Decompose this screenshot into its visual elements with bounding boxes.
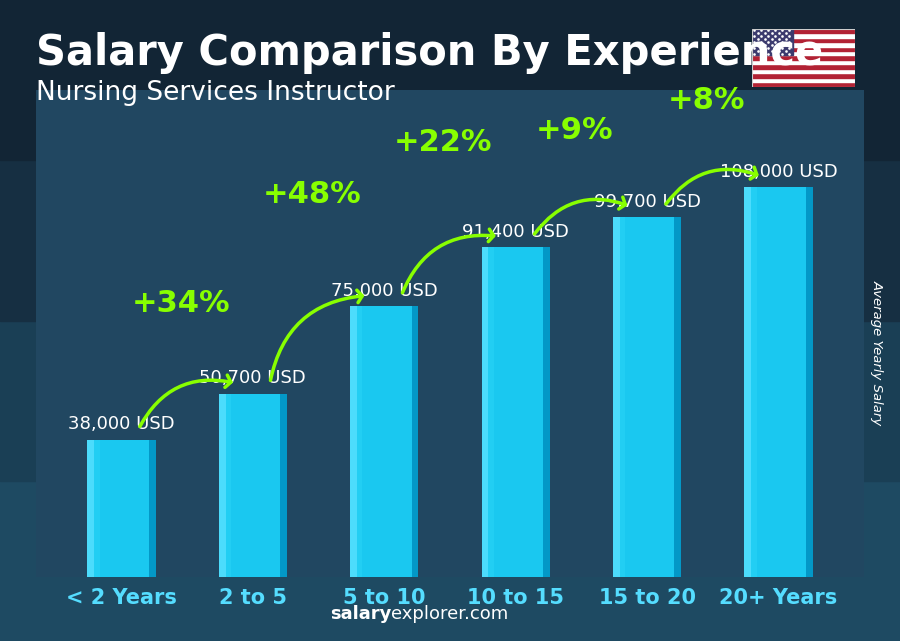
FancyBboxPatch shape (226, 394, 231, 577)
FancyBboxPatch shape (482, 247, 550, 577)
Bar (752, 56, 855, 60)
Text: +8%: +8% (668, 86, 745, 115)
FancyBboxPatch shape (219, 394, 287, 577)
FancyBboxPatch shape (613, 217, 620, 577)
Bar (752, 33, 855, 38)
Bar (752, 78, 855, 82)
Bar (752, 69, 855, 73)
FancyBboxPatch shape (148, 440, 156, 577)
FancyBboxPatch shape (620, 217, 625, 577)
FancyBboxPatch shape (411, 306, 418, 577)
Bar (752, 82, 855, 87)
FancyBboxPatch shape (752, 187, 757, 577)
FancyBboxPatch shape (87, 440, 94, 577)
FancyBboxPatch shape (219, 394, 226, 577)
Text: 108,000 USD: 108,000 USD (720, 163, 837, 181)
FancyBboxPatch shape (87, 440, 156, 577)
Text: explorer.com: explorer.com (392, 605, 508, 623)
Text: 38,000 USD: 38,000 USD (68, 415, 175, 433)
Text: +34%: +34% (131, 289, 230, 318)
FancyBboxPatch shape (357, 306, 363, 577)
Bar (752, 64, 855, 69)
Bar (752, 42, 855, 47)
FancyBboxPatch shape (674, 217, 681, 577)
Bar (752, 29, 793, 56)
Bar (752, 38, 855, 42)
Text: Average Yearly Salary: Average Yearly Salary (871, 280, 884, 425)
Text: +48%: +48% (263, 180, 362, 209)
FancyBboxPatch shape (806, 187, 813, 577)
Text: 50,700 USD: 50,700 USD (200, 369, 306, 387)
Bar (752, 73, 855, 78)
Bar (752, 60, 855, 64)
FancyBboxPatch shape (350, 306, 418, 577)
FancyBboxPatch shape (280, 394, 287, 577)
Text: +22%: +22% (394, 128, 492, 157)
Text: salary: salary (330, 605, 392, 623)
Text: Nursing Services Instructor: Nursing Services Instructor (36, 80, 395, 106)
FancyBboxPatch shape (543, 247, 550, 577)
FancyBboxPatch shape (350, 306, 357, 577)
Bar (752, 47, 855, 51)
FancyBboxPatch shape (613, 217, 681, 577)
Bar (752, 51, 855, 56)
Text: Salary Comparison By Experience: Salary Comparison By Experience (36, 32, 824, 74)
FancyBboxPatch shape (744, 187, 813, 577)
FancyBboxPatch shape (744, 187, 752, 577)
Bar (752, 29, 855, 33)
Text: 91,400 USD: 91,400 USD (463, 222, 569, 240)
FancyBboxPatch shape (94, 440, 100, 577)
FancyBboxPatch shape (482, 247, 489, 577)
Text: 99,700 USD: 99,700 USD (594, 193, 700, 211)
FancyBboxPatch shape (489, 247, 494, 577)
Text: 75,000 USD: 75,000 USD (331, 282, 437, 300)
Text: +9%: +9% (536, 116, 614, 145)
